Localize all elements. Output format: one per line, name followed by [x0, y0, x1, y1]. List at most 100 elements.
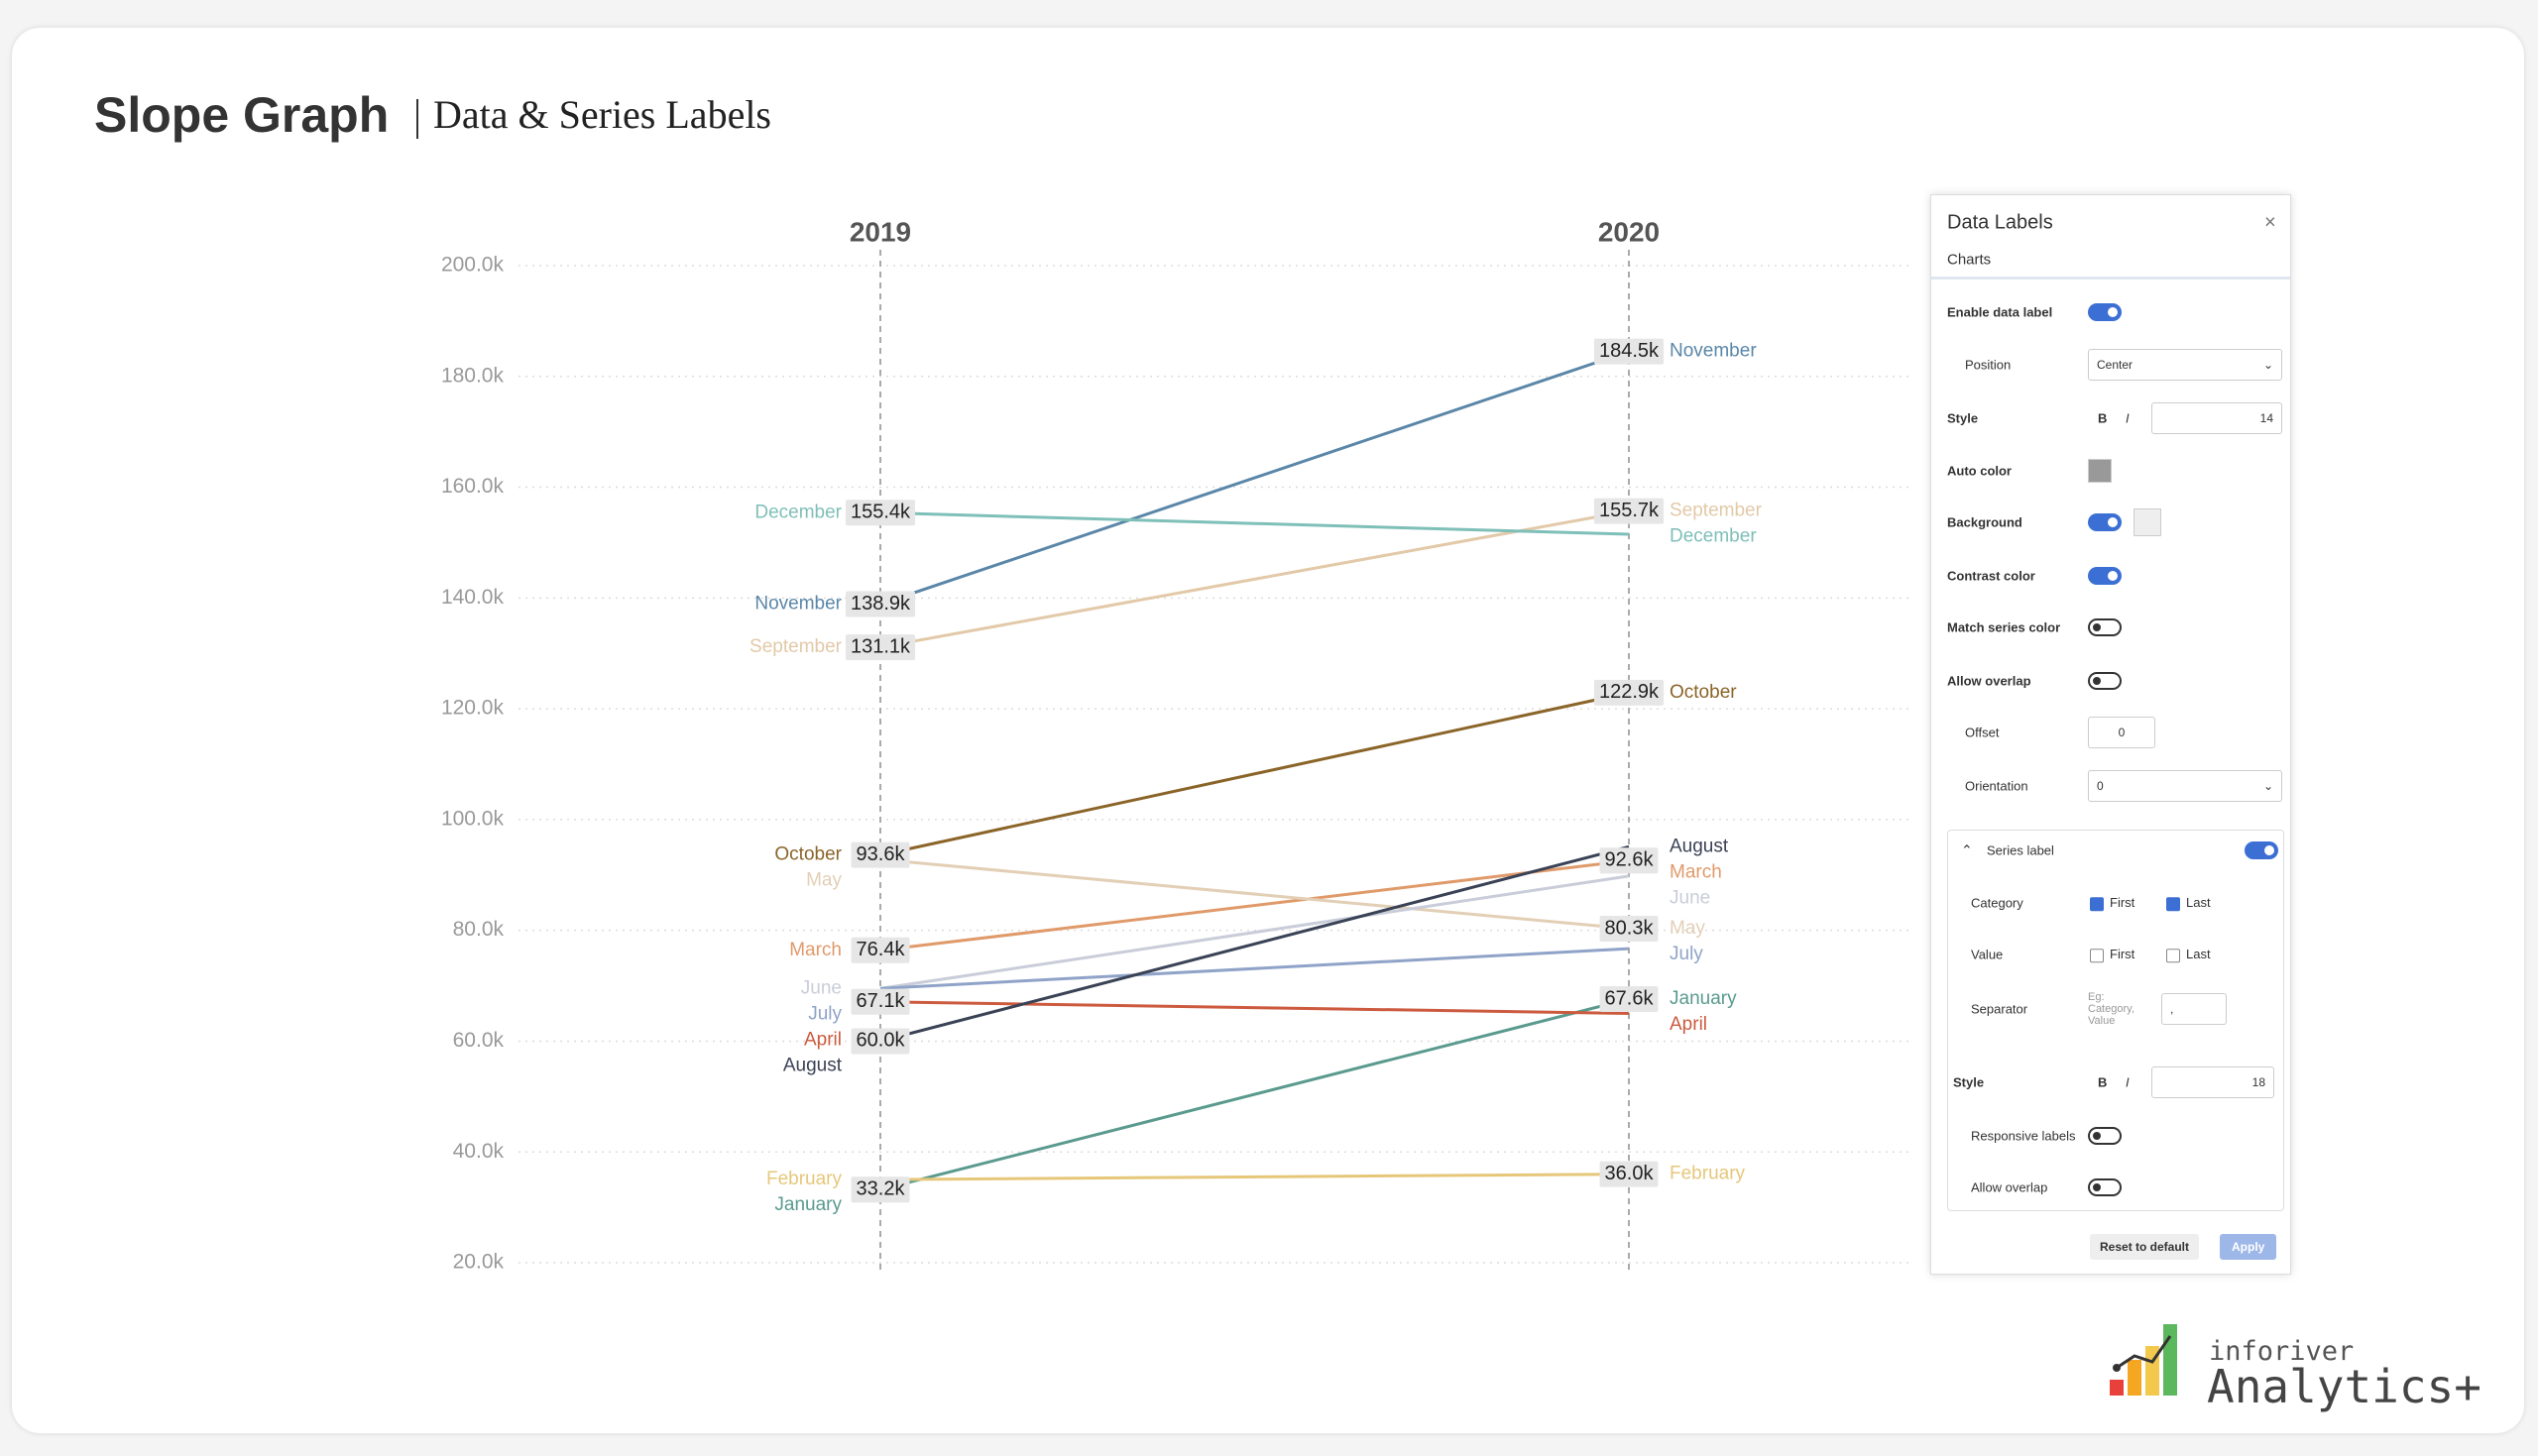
- data-label-bg: [845, 500, 916, 526]
- series-label: December: [754, 502, 842, 522]
- toggle[interactable]: [2088, 567, 2122, 585]
- slope-line: [879, 509, 1630, 649]
- checkbox[interactable]: First: [2090, 947, 2134, 962]
- series-label: June: [801, 977, 842, 998]
- data-label-bg: [851, 841, 910, 868]
- color-swatch[interactable]: [2134, 508, 2161, 536]
- slope-line: [879, 510, 1630, 536]
- slope-line: [879, 350, 1630, 606]
- dropdown[interactable]: Center ⌄: [2088, 349, 2282, 381]
- toggle[interactable]: [2088, 1178, 2122, 1196]
- series-label: January: [774, 1194, 842, 1215]
- italic-button[interactable]: I: [2126, 410, 2130, 426]
- data-label-bg: [1593, 679, 1665, 706]
- y-tick-label: 140.0k: [441, 586, 505, 609]
- y-tick-label: 180.0k: [441, 364, 505, 387]
- series-label: November: [1670, 341, 1757, 362]
- placeholder: Eg: Category, Value: [2088, 991, 2134, 1027]
- series-label: December: [1670, 526, 1757, 547]
- toggle[interactable]: [2088, 303, 2122, 321]
- checkbox-label: Last: [2186, 947, 2211, 962]
- reset-button[interactable]: Reset to default: [2090, 1234, 2200, 1260]
- data-label-bg: [1599, 985, 1659, 1012]
- data-label: 76.4k: [857, 939, 906, 960]
- slope-line: [879, 874, 1630, 990]
- toggle[interactable]: [2088, 513, 2122, 531]
- chart-title: Slope Graph: [94, 87, 389, 143]
- toggle[interactable]: [2088, 618, 2122, 636]
- data-label: 122.9k: [1599, 681, 1660, 703]
- data-label-bg: [1599, 1161, 1659, 1187]
- bold-button[interactable]: B: [2098, 1074, 2108, 1090]
- series-label: May: [1670, 918, 1705, 939]
- label: Category: [1971, 895, 2023, 911]
- tab[interactable]: Charts: [1947, 251, 1992, 269]
- data-label-bg: [1593, 338, 1665, 365]
- toggle[interactable]: [2088, 672, 2122, 690]
- series-label: August: [783, 1055, 843, 1075]
- checkbox-label: Last: [2186, 895, 2211, 911]
- data-label: 131.1k: [851, 635, 911, 657]
- data-label-bg: [851, 937, 910, 963]
- color-swatch[interactable]: [2088, 459, 2112, 483]
- checkbox[interactable]: Last: [2166, 947, 2211, 962]
- data-label-bg: [851, 1028, 910, 1055]
- slope-line: [879, 1000, 1630, 1015]
- series-label: October: [774, 844, 842, 865]
- bold-button[interactable]: B: [2098, 410, 2108, 426]
- font-size-input[interactable]: 18: [2151, 1066, 2274, 1098]
- panel-title: Data Labels: [1947, 211, 2053, 234]
- slope-line: [879, 844, 1630, 1043]
- data-label: 67.6k: [1605, 987, 1655, 1009]
- checkbox[interactable]: Last: [2166, 895, 2211, 911]
- checkbox[interactable]: First: [2090, 895, 2134, 911]
- data-label: 92.6k: [1605, 849, 1655, 871]
- font-size-input[interactable]: 14: [2151, 402, 2282, 434]
- series-label: October: [1670, 682, 1737, 703]
- y-tick-label: 160.0k: [441, 475, 505, 498]
- series-label: November: [754, 593, 842, 614]
- toggle[interactable]: [2088, 1127, 2122, 1145]
- y-tick-label: 200.0k: [441, 254, 505, 277]
- slope-line: [879, 691, 1630, 857]
- series-label: July: [1670, 944, 1703, 964]
- data-label: 138.9k: [851, 593, 911, 615]
- data-label: 155.7k: [1599, 500, 1660, 521]
- label: Allow overlap: [1971, 1179, 2048, 1195]
- toggle[interactable]: [2245, 841, 2278, 859]
- label: Position: [1965, 357, 2012, 373]
- y-tick-label: 80.0k: [453, 918, 505, 941]
- chart-subtitle: Data & Series Labels: [433, 92, 771, 137]
- label: Match series color: [1947, 619, 2061, 635]
- separator-input[interactable]: ,: [2161, 993, 2227, 1025]
- slope-line: [879, 858, 1630, 952]
- data-label: 33.2k: [857, 1178, 906, 1200]
- data-label-bg: [1593, 498, 1665, 524]
- settings-panel: Data Labels × Charts Enable data label P…: [1930, 194, 2291, 1275]
- label: Separator: [1971, 1001, 2028, 1017]
- label: Auto color: [1947, 463, 2012, 479]
- apply-button[interactable]: Apply: [2220, 1234, 2277, 1260]
- data-label-bg: [1599, 847, 1659, 874]
- data-label: 36.0k: [1605, 1163, 1655, 1184]
- dropdown-value: 0: [2097, 779, 2104, 793]
- data-label-bg: [845, 591, 916, 617]
- series-label: February: [1670, 1164, 1746, 1184]
- italic-button[interactable]: I: [2126, 1074, 2130, 1090]
- y-tick-label: 20.0k: [453, 1251, 505, 1274]
- data-label: 67.1k: [857, 990, 906, 1012]
- series-label: March: [789, 940, 842, 960]
- collapse-icon[interactable]: ⌃: [1961, 841, 1973, 858]
- slope-line: [879, 997, 1630, 1191]
- dropdown[interactable]: 0 ⌄: [2088, 770, 2282, 802]
- data-label: 80.3k: [1605, 917, 1655, 939]
- y-tick-label: 40.0k: [453, 1140, 505, 1163]
- checkbox-label: First: [2110, 947, 2135, 962]
- series-label: March: [1670, 861, 1722, 882]
- y-tick-label: 60.0k: [453, 1029, 505, 1052]
- offset-input[interactable]: 0: [2088, 717, 2155, 748]
- data-label-bg: [851, 1176, 910, 1203]
- label: Allow overlap: [1947, 673, 2031, 689]
- close-button[interactable]: ×: [2264, 211, 2276, 234]
- dropdown-value: Center: [2097, 358, 2134, 372]
